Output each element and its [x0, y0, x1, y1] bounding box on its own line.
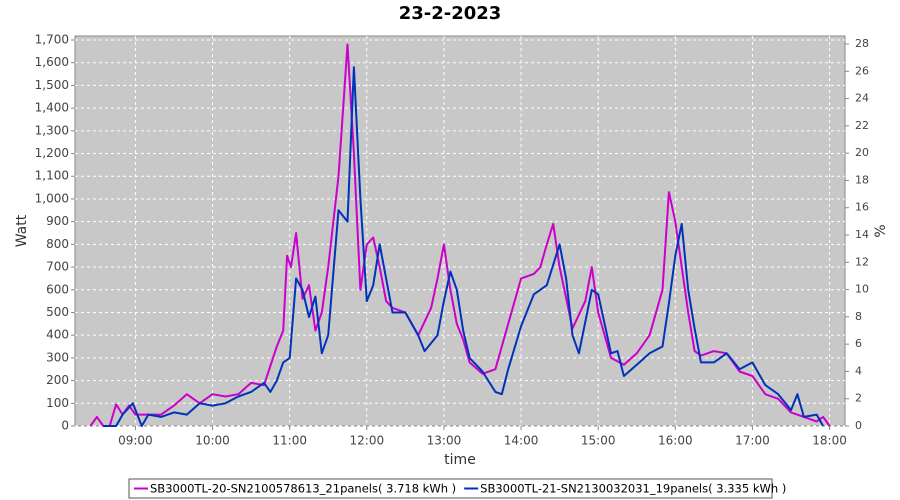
- y2-tick-label: 16: [855, 201, 869, 214]
- y2-tick-label: 24: [855, 92, 869, 105]
- x-tick-label: 10:00: [195, 434, 230, 448]
- y-tick-label: 1,700: [35, 33, 69, 47]
- y2-tick-label: 20: [855, 146, 869, 159]
- y-tick-label: 500: [46, 305, 69, 319]
- y-tick-label: 1,100: [35, 169, 69, 183]
- y-tick-label: 600: [46, 282, 69, 296]
- y-tick-label: 1,400: [35, 101, 69, 115]
- y-tick-label: 1,200: [35, 146, 69, 160]
- y2-tick-label: 28: [855, 37, 869, 50]
- y-tick-label: 1,000: [35, 191, 69, 205]
- series-line: [89, 43, 831, 427]
- legend-label: SB3000TL-20-SN2100578613_21panels( 3.718…: [150, 482, 456, 496]
- x-tick-label: 09:00: [118, 434, 153, 448]
- plot-area: [74, 35, 846, 427]
- y-tick-label: 100: [46, 396, 69, 410]
- x-tick-label: 14:00: [504, 434, 539, 448]
- legend-label: SB3000TL-21-SN2130032031_19panels( 3.335…: [480, 482, 786, 496]
- y2-tick-label: 22: [855, 119, 869, 132]
- y-tick-label: 700: [46, 260, 69, 274]
- y2-tick-label: 6: [855, 337, 862, 350]
- x-tick-label: 16:00: [658, 434, 693, 448]
- y-tick-label: 0: [61, 419, 69, 433]
- x-axis-label: time: [444, 452, 476, 468]
- y-tick-label: 1,500: [35, 78, 69, 92]
- y2-tick-label: 10: [855, 283, 869, 296]
- y-tick-label: 1,600: [35, 55, 69, 69]
- x-tick-label: 18:00: [812, 434, 847, 448]
- x-tick-label: 13:00: [427, 434, 462, 448]
- y2-tick-label: 14: [855, 228, 869, 241]
- x-tick-label: 11:00: [272, 434, 307, 448]
- y-tick-label: 200: [46, 373, 69, 387]
- chart-title: 23-2-2023: [399, 3, 502, 24]
- y-tick-label: 900: [46, 214, 69, 228]
- x-tick-label: 12:00: [350, 434, 385, 448]
- y2-tick-label: 12: [855, 255, 869, 268]
- y-tick-label: 800: [46, 237, 69, 251]
- y-tick-label: 1,300: [35, 123, 69, 137]
- y2-tick-label: 4: [855, 364, 862, 377]
- y-tick-label: 400: [46, 328, 69, 342]
- y-axis-label: Watt: [14, 214, 30, 247]
- y-tick-label: 300: [46, 350, 69, 364]
- y2-tick-label: 26: [855, 64, 869, 77]
- y2-tick-label: 2: [855, 392, 862, 405]
- y2-tick-label: 0: [855, 419, 862, 432]
- legend: [128, 478, 773, 499]
- y2-axis-label: %: [873, 224, 889, 237]
- x-tick-label: 17:00: [735, 434, 770, 448]
- y2-tick-label: 18: [855, 173, 869, 186]
- x-tick-label: 15:00: [581, 434, 616, 448]
- series-line: [103, 66, 824, 427]
- y2-tick-label: 8: [855, 310, 862, 323]
